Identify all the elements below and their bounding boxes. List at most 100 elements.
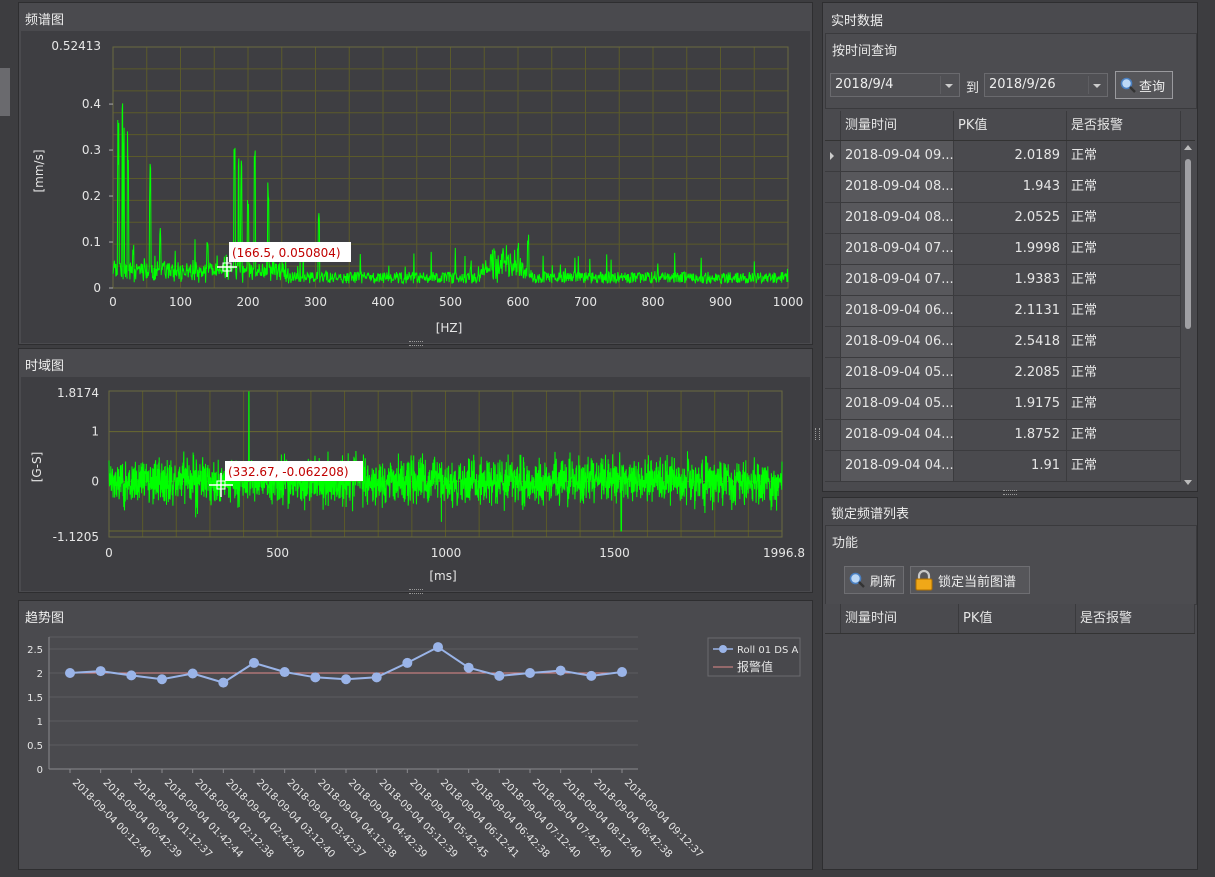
cell-pk: 1.9383	[954, 265, 1067, 295]
trend-point[interactable]	[433, 642, 443, 653]
cell-pk: 2.0525	[954, 203, 1067, 233]
cell-time: 2018-09-04 07...	[841, 265, 954, 295]
trend-point[interactable]	[249, 657, 259, 668]
date-to-select[interactable]: 2018/9/26	[984, 73, 1108, 97]
trend-chart[interactable]: 2.521.510.50 2018-09-04 00:12:402018-09-…	[21, 627, 810, 867]
cell-alarm: 正常	[1067, 358, 1181, 388]
scroll-up-icon[interactable]	[1184, 145, 1192, 150]
header-indicator	[825, 604, 841, 633]
trend-point[interactable]	[617, 667, 627, 678]
timedomain-cursor[interactable]	[209, 473, 233, 497]
locked-col-time[interactable]: 测量时间	[841, 604, 959, 633]
spectrum-cursor-box	[229, 242, 351, 262]
left-edge-tab	[0, 68, 10, 116]
trend-point[interactable]	[586, 670, 597, 681]
scrollbar-thumb[interactable]	[1185, 159, 1191, 329]
trend-legend: Roll 01 DS A 报警值	[707, 637, 801, 677]
spectrum-x-tick: 400	[372, 295, 395, 309]
trend-point[interactable]	[95, 666, 106, 677]
spectrum-chart[interactable]: 0.4 0.3 0.2 0.1 0 0 100 200 300 400 500 600 700 800 9…	[21, 31, 810, 343]
col-header-alarm[interactable]: 是否报警	[1067, 111, 1181, 140]
function-group-title: 功能	[832, 536, 859, 551]
cell-time: 2018-09-04 04...	[841, 451, 954, 481]
cell-alarm: 正常	[1067, 265, 1181, 295]
trend-point[interactable]	[525, 668, 535, 678]
table-row[interactable]: 2018-09-04 06... 2.1131 正常	[825, 296, 1181, 327]
spectrum-x-tick: 500	[439, 295, 462, 309]
scroll-down-icon[interactable]	[1184, 480, 1192, 485]
trend-y-ticks: 2.5 2 1.5 1 0.5 0	[27, 645, 43, 776]
cell-alarm: 正常	[1067, 327, 1181, 357]
table-row[interactable]: 2018-09-04 07... 1.9998 正常	[825, 234, 1181, 265]
trend-point[interactable]	[126, 670, 137, 681]
timedomain-chart[interactable]: 10 0 500 1000 1500 1996.8 1.8174 -1.1205 [G-…	[21, 377, 810, 591]
trend-y-tick: 2.5	[27, 645, 43, 656]
table-row[interactable]: 2018-09-04 04... 1.91 正常	[825, 451, 1181, 482]
cell-time: 2018-09-04 06...	[841, 327, 954, 357]
trend-point[interactable]	[402, 657, 413, 668]
timedomain-splitter[interactable]	[409, 589, 423, 594]
trend-y-tick: 0.5	[27, 741, 43, 752]
cell-pk: 2.0189	[954, 141, 1067, 171]
realtime-grid-header: 测量时间 PK值 是否报警	[825, 111, 1195, 141]
table-row[interactable]: 2018-09-04 08... 1.943 正常	[825, 172, 1181, 203]
cell-time: 2018-09-04 09...	[841, 141, 954, 171]
main-splitter[interactable]	[815, 428, 820, 440]
table-row[interactable]: 2018-09-04 09... 2.0189 正常	[825, 141, 1181, 172]
right-splitter[interactable]	[1003, 490, 1017, 495]
realtime-grid: 测量时间 PK值 是否报警 2018-09-04 09... 2.0189 正常 20…	[825, 111, 1195, 489]
date-from-select[interactable]: 2018/9/4	[830, 73, 960, 97]
realtime-grid-body: 2018-09-04 09... 2.0189 正常 2018-09-04 08...…	[825, 141, 1181, 489]
chevron-down-icon[interactable]	[940, 76, 957, 94]
refresh-button[interactable]: 刷新	[844, 566, 904, 594]
cell-pk: 1.8752	[954, 420, 1067, 450]
cell-alarm: 正常	[1067, 389, 1181, 419]
table-row[interactable]: 2018-09-04 05... 1.9175 正常	[825, 389, 1181, 420]
row-indicator	[825, 420, 841, 450]
trend-point[interactable]	[463, 662, 474, 673]
row-indicator	[825, 172, 841, 202]
spectrum-x-tick: 700	[574, 295, 597, 309]
table-row[interactable]: 2018-09-04 08... 2.0525 正常	[825, 203, 1181, 234]
table-row[interactable]: 2018-09-04 06... 2.5418 正常	[825, 327, 1181, 358]
trend-point[interactable]	[187, 668, 198, 679]
spectrum-cursor-label: (166.5, 0.050804)	[232, 246, 341, 260]
trend-point[interactable]	[555, 665, 566, 676]
locked-col-pk[interactable]: PK值	[959, 604, 1076, 633]
cell-pk: 2.5418	[954, 327, 1067, 357]
trend-point[interactable]	[157, 674, 167, 685]
table-row[interactable]: 2018-09-04 04... 1.8752 正常	[825, 420, 1181, 451]
trend-point[interactable]	[341, 674, 351, 685]
trend-point[interactable]	[310, 672, 321, 683]
trend-point[interactable]	[65, 668, 75, 678]
chevron-down-icon[interactable]	[1088, 76, 1105, 94]
col-header-pk[interactable]: PK值	[954, 111, 1067, 140]
spectrum-x-tick: 100	[169, 295, 192, 309]
trend-point[interactable]	[494, 670, 505, 681]
query-button[interactable]: 查询	[1115, 71, 1173, 99]
trend-point[interactable]	[279, 667, 290, 678]
legend-alarm-label: 报警值	[737, 659, 773, 674]
trend-point[interactable]	[371, 672, 382, 683]
spectrum-cursor[interactable]	[217, 257, 237, 277]
cell-alarm: 正常	[1067, 172, 1181, 202]
table-row[interactable]: 2018-09-04 05... 2.2085 正常	[825, 358, 1181, 389]
function-group: 功能 刷新 锁定当前图谱	[825, 525, 1197, 605]
spectrum-x-tick: 0	[109, 295, 117, 309]
table-row[interactable]: 2018-09-04 07... 1.9383 正常	[825, 265, 1181, 296]
cell-time: 2018-09-04 08...	[841, 203, 954, 233]
legend-series-label: Roll 01 DS A	[737, 645, 798, 656]
spectrum-x-tick: 800	[642, 295, 665, 309]
col-header-time[interactable]: 测量时间	[841, 111, 954, 140]
spectrum-splitter[interactable]	[409, 341, 423, 346]
realtime-title: 实时数据	[831, 14, 884, 29]
locked-col-alarm[interactable]: 是否报警	[1076, 604, 1195, 633]
refresh-button-label: 刷新	[870, 574, 897, 590]
vertical-scrollbar[interactable]	[1181, 141, 1195, 489]
cell-pk: 1.91	[954, 451, 1067, 481]
trend-point[interactable]	[218, 677, 229, 688]
lock-current-button[interactable]: 锁定当前图谱	[910, 566, 1030, 594]
row-indicator	[825, 265, 841, 295]
timedomain-x-tick: 1500	[599, 546, 630, 560]
